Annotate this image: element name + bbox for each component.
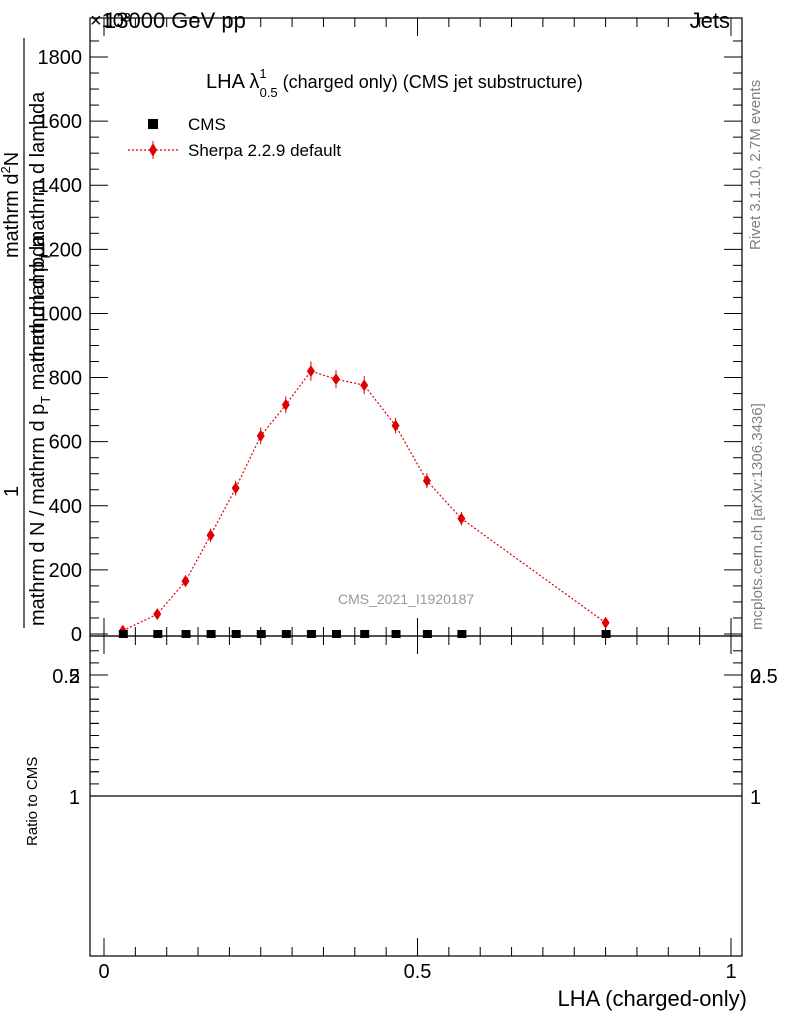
cms-point <box>457 630 467 638</box>
xtick-label: 0.5 <box>404 961 432 983</box>
sherpa-point <box>360 379 369 392</box>
mcplots-label: mcplots.cern.ch [arXiv:1306.3436] <box>749 403 766 630</box>
cms-point <box>181 630 191 638</box>
header-exponent: ×10³ <box>90 10 131 32</box>
cms-point <box>256 630 266 638</box>
plot-title: LHA λ1 0.5(charged only) (CMS jet substru… <box>206 66 583 100</box>
cms-point <box>422 630 432 638</box>
cms-point <box>360 630 370 638</box>
rivet-label: Rivet 3.1.10, 2.7M events <box>747 80 764 250</box>
sherpa-point <box>331 373 340 386</box>
main-series <box>118 361 611 638</box>
legend-cms-marker <box>148 119 158 129</box>
xtick-label: 1 <box>725 961 736 983</box>
sherpa-point <box>422 474 431 487</box>
cms-point <box>601 630 611 638</box>
ratio-ytick-label-right: 0.5 <box>750 666 778 688</box>
ylabel-one: 1 <box>1 486 23 497</box>
main-plot-frame <box>89 17 743 637</box>
main-ytick-label: 1600 <box>38 111 83 133</box>
sherpa-point <box>206 529 215 542</box>
ratio-ytick-label: 0.5 <box>52 666 80 688</box>
main-ytick-label: 400 <box>49 496 82 518</box>
main-ytick-label: 1000 <box>38 303 83 325</box>
legend-sherpa-label: Sherpa 2.2.9 default <box>188 141 341 160</box>
sherpa-point <box>181 575 190 588</box>
xtick-label: 0 <box>98 961 109 983</box>
cms-point <box>231 630 241 638</box>
main-ytick-label: 0 <box>71 624 82 646</box>
sherpa-point <box>256 429 265 442</box>
ratio-ylabel: Ratio to CMS <box>24 757 41 846</box>
ylabel-inner-numerator: mathrm d2N <box>0 152 23 258</box>
ratio-ytick-label-right: 1 <box>750 787 761 809</box>
main-ytick-label: 1400 <box>38 175 83 197</box>
main-axes: 0 200 400 600 800 1000 1200 1400 1600 1800 <box>38 40 742 646</box>
watermark: CMS_2021_I1920187 <box>338 591 474 607</box>
legend: CMS Sherpa 2.2.9 default <box>128 115 341 160</box>
cms-point <box>331 630 341 638</box>
sherpa-point <box>281 398 290 411</box>
ylabel-denominator: mathrm d N / mathrm d pT mathrm d lambda <box>27 234 53 626</box>
cms-point <box>391 630 401 638</box>
sherpa-point <box>391 419 400 432</box>
sherpa-point <box>306 365 315 378</box>
cms-point <box>153 630 163 638</box>
cms-point <box>281 630 291 638</box>
ratio-ytick-label: 2 <box>69 666 80 688</box>
ratio-axes: 0.5 0.5 1 1 2 2 0 0.5 1 <box>52 18 778 983</box>
main-ytick-label: 1200 <box>38 239 83 261</box>
header-left: 13000 GeV pp <box>104 8 246 33</box>
sherpa-point <box>457 512 466 525</box>
sherpa-point <box>231 482 240 495</box>
main-ytick-label: 600 <box>49 432 82 454</box>
main-ylabel: 1 mathrm d N / mathrm d pT mathrm d lamb… <box>0 38 53 628</box>
header-right: Jets <box>689 8 730 33</box>
legend-cms-label: CMS <box>188 115 226 134</box>
main-ytick-label: 1800 <box>38 47 83 69</box>
main-ytick-label: 800 <box>49 368 82 390</box>
xlabel: LHA (charged-only) <box>557 986 747 1011</box>
cms-point <box>118 630 128 638</box>
main-ytick-label: 200 <box>49 560 82 582</box>
cms-point <box>306 630 316 638</box>
sherpa-point <box>601 616 610 629</box>
ratio-ytick-label-right: 2 <box>750 666 761 688</box>
ylabel-inner-denominator: mathrm d pT mathrm d lambda <box>27 91 53 362</box>
ratio-ytick-label: 1 <box>69 787 80 809</box>
cms-point <box>206 630 216 638</box>
sherpa-point <box>153 608 162 621</box>
